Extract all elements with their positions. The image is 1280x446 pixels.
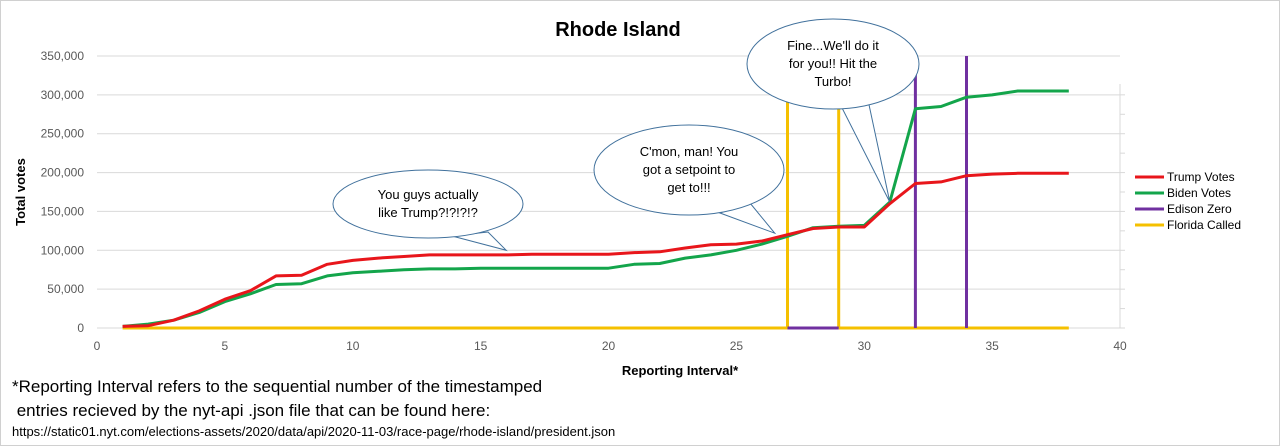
y-tick-label: 50,000 bbox=[47, 282, 84, 296]
y-tick-label: 150,000 bbox=[41, 204, 85, 218]
y-tick-label: 250,000 bbox=[41, 127, 85, 141]
callout-text: Turbo! bbox=[814, 74, 851, 89]
footnote-url: https://static01.nyt.com/elections-asset… bbox=[12, 424, 616, 439]
callouts: You guys actually like Trump?!?!?!? C'mon,… bbox=[332, 18, 920, 252]
x-tick-label: 5 bbox=[222, 339, 229, 353]
legend-item: Biden Votes bbox=[1135, 186, 1231, 200]
legend-item: Trump Votes bbox=[1135, 170, 1235, 184]
x-tick-label: 25 bbox=[730, 339, 744, 353]
y-tick-labels: 0 50,000 100,000 150,000 200,000 250,000 300,0… bbox=[41, 49, 85, 335]
callout-text: Fine...We'll do it bbox=[787, 38, 879, 53]
callout-text: C'mon, man! You bbox=[640, 144, 739, 159]
x-tick-label: 30 bbox=[858, 339, 872, 353]
callout-joint bbox=[452, 222, 488, 232]
callout-bubble: You guys actually like Trump?!?!?!? bbox=[332, 169, 524, 252]
y-axis-title: Total votes bbox=[13, 158, 28, 226]
callout-text: You guys actually bbox=[378, 187, 479, 202]
x-tick-label: 40 bbox=[1113, 339, 1127, 353]
x-tick-label: 20 bbox=[602, 339, 616, 353]
y-tick-label: 300,000 bbox=[41, 88, 85, 102]
x-tick-labels: 0 5 10 15 20 25 30 35 40 bbox=[94, 339, 1127, 353]
callout-bubble: Fine...We'll do it for you!! Hit the Turbo… bbox=[746, 18, 920, 203]
y-tick-label: 350,000 bbox=[41, 49, 85, 63]
callout-ellipse bbox=[332, 169, 524, 239]
x-axis-title: Reporting Interval* bbox=[622, 363, 739, 378]
legend: Trump Votes Biden Votes Edison Zero Florida… bbox=[1135, 170, 1241, 232]
callout-joint bbox=[838, 86, 868, 96]
callout-text: for you!! Hit the bbox=[789, 56, 877, 71]
x-tick-label: 10 bbox=[346, 339, 360, 353]
callout-text: get to!!! bbox=[667, 180, 710, 195]
callout-text: like Trump?!?!?!? bbox=[378, 205, 478, 220]
plot-area bbox=[122, 56, 1069, 330]
y-tick-label: 200,000 bbox=[41, 166, 85, 180]
callout-bubble: C'mon, man! You got a setpoint to get to!!… bbox=[593, 124, 785, 235]
y-tick-label: 100,000 bbox=[41, 243, 85, 257]
callout-ellipse bbox=[593, 124, 785, 216]
x-tick-label: 15 bbox=[474, 339, 488, 353]
x-tick-label: 0 bbox=[94, 339, 101, 353]
legend-label: Edison Zero bbox=[1167, 202, 1232, 216]
legend-label: Trump Votes bbox=[1167, 170, 1235, 184]
trump-votes-line bbox=[122, 171, 1069, 328]
callout-ellipse bbox=[746, 18, 920, 110]
legend-item: Florida Called bbox=[1135, 218, 1241, 232]
callout-pointer bbox=[837, 99, 891, 203]
footnote-line-2: entries recieved by the nyt-api .json fi… bbox=[12, 401, 491, 420]
right-axis-ticks bbox=[1119, 84, 1125, 329]
chart-title: Rhode Island bbox=[555, 19, 681, 41]
legend-label: Florida Called bbox=[1167, 218, 1241, 232]
legend-item: Edison Zero bbox=[1135, 202, 1232, 216]
x-tick-label: 35 bbox=[985, 339, 999, 353]
callout-joint bbox=[720, 199, 750, 209]
biden-votes-line bbox=[122, 89, 1069, 328]
legend-label: Biden Votes bbox=[1167, 186, 1231, 200]
footnote-line-1: *Reporting Interval refers to the sequen… bbox=[12, 377, 543, 396]
y-tick-label: 0 bbox=[77, 321, 84, 335]
callout-text: got a setpoint to bbox=[643, 162, 736, 177]
